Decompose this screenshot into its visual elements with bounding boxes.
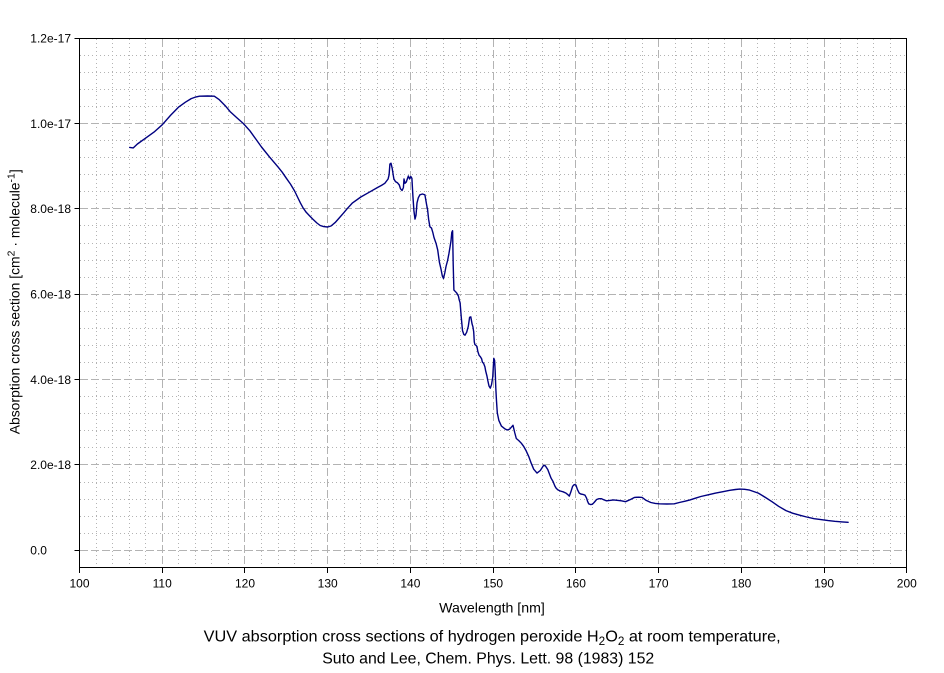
svg-text:6.0e-18: 6.0e-18 [30,288,71,302]
svg-text:120: 120 [235,577,255,591]
svg-text:VUV absorption cross sections: VUV absorption cross sections of hydroge… [204,629,781,649]
svg-text:Absorption cross section [cm2: Absorption cross section [cm2 · molecule… [6,169,23,434]
svg-text:140: 140 [400,577,420,591]
svg-text:2.0e-18: 2.0e-18 [30,458,71,472]
svg-text:Suto and Lee, Chem. Phys. Lett: Suto and Lee, Chem. Phys. Lett. 98 (1983… [322,651,654,668]
svg-text:100: 100 [69,577,89,591]
svg-text:170: 170 [649,577,669,591]
svg-text:8.0e-18: 8.0e-18 [30,202,71,216]
svg-text:Wavelength [nm]: Wavelength [nm] [439,600,545,616]
svg-text:190: 190 [814,577,834,591]
svg-text:4.0e-18: 4.0e-18 [30,373,71,387]
svg-text:1.0e-17: 1.0e-17 [30,117,71,131]
svg-text:130: 130 [318,577,338,591]
svg-text:180: 180 [731,577,751,591]
svg-text:200: 200 [897,577,917,591]
svg-text:110: 110 [153,577,172,591]
svg-text:160: 160 [566,577,586,591]
svg-text:1.2e-17: 1.2e-17 [30,32,71,46]
svg-text:150: 150 [483,577,503,591]
svg-text:0.0: 0.0 [30,544,47,558]
